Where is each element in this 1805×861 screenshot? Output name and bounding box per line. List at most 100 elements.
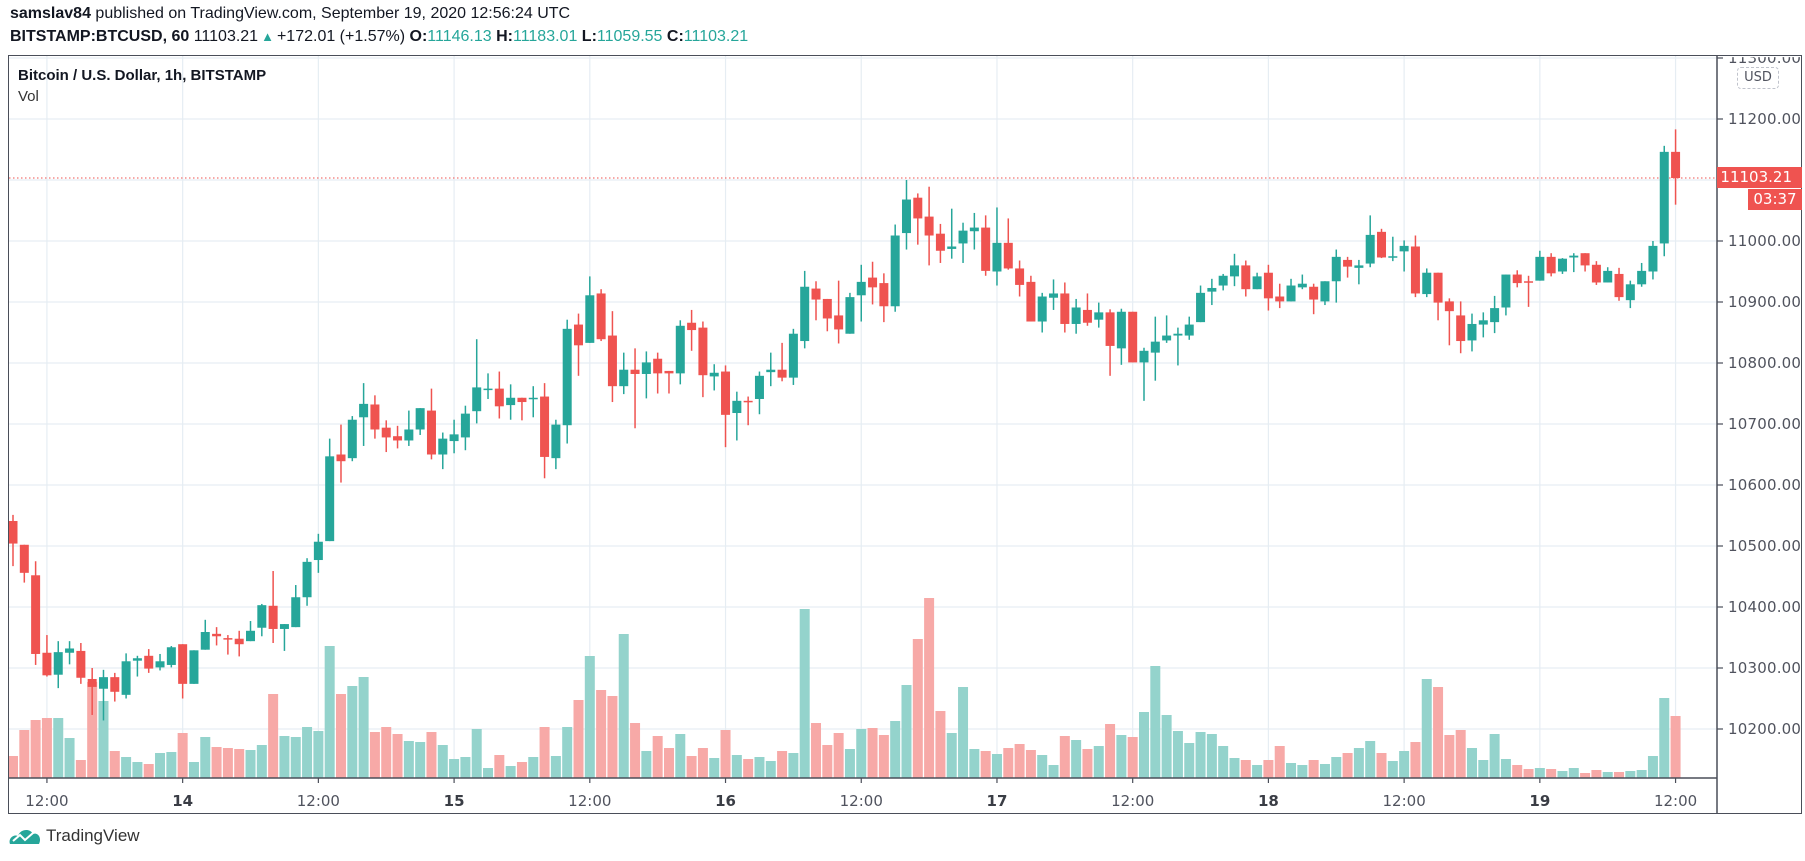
candle-up xyxy=(1625,284,1635,301)
candle-up xyxy=(1637,270,1647,285)
volume-bar-up xyxy=(788,753,799,778)
candle-up xyxy=(1648,245,1658,272)
last-price-label: 11103.21 xyxy=(1717,167,1802,188)
candle-up xyxy=(1365,234,1375,264)
volume-bar-up xyxy=(324,646,335,778)
volume-bar-down xyxy=(607,696,618,778)
volume-bar-up xyxy=(64,738,75,778)
candle-up xyxy=(1094,312,1104,320)
volume-bar-up xyxy=(584,656,595,778)
volume-bar-down xyxy=(30,720,41,778)
volume-bar-up xyxy=(1365,741,1376,778)
time-tick-label: 19 xyxy=(1529,792,1551,810)
candle-up xyxy=(359,403,369,418)
volume-bar-up xyxy=(155,753,166,778)
candle-up xyxy=(404,429,414,441)
volume-bar-up xyxy=(1353,748,1364,778)
volume-bar-down xyxy=(980,751,991,778)
volume-bar-up xyxy=(1319,764,1330,778)
currency-badge[interactable]: USD xyxy=(1737,67,1779,89)
volume-bar-up xyxy=(1048,765,1059,778)
candle-up xyxy=(166,647,176,665)
volume-bar-up xyxy=(991,754,1002,778)
candle-up xyxy=(1286,285,1296,302)
volume-bar-up xyxy=(765,761,776,778)
time-tick-label: 17 xyxy=(986,792,1008,810)
candle-up xyxy=(1535,256,1545,281)
volume-bar-down xyxy=(211,747,222,778)
candle-down xyxy=(212,633,222,637)
candle-down xyxy=(223,638,233,640)
tradingview-logo[interactable]: TradingView xyxy=(8,826,140,846)
volume-bar-down xyxy=(1523,769,1534,778)
candle-up xyxy=(800,286,810,342)
brand-name: TradingView xyxy=(46,826,140,845)
candle-down xyxy=(822,298,832,319)
candle-down xyxy=(1263,272,1273,299)
candle-up xyxy=(709,372,719,377)
volume-bar-up xyxy=(1489,734,1500,778)
volume-bar-up xyxy=(1331,757,1342,778)
volume-bar-up xyxy=(1568,768,1579,778)
candle-down xyxy=(834,315,844,330)
volume-bar-down xyxy=(1614,772,1625,778)
publish-info: samslav84 published on TradingView.com, … xyxy=(10,5,570,23)
candle-up xyxy=(1490,308,1500,323)
volume-bar-down xyxy=(630,723,641,778)
candle-down xyxy=(811,288,821,300)
volume-bar-down xyxy=(268,694,279,778)
candle-down xyxy=(1410,246,1420,294)
candle-down xyxy=(8,520,18,544)
low-value: 11059.55 xyxy=(596,28,663,45)
candle-up xyxy=(1116,311,1126,349)
candle-down xyxy=(1614,273,1624,298)
candle-up xyxy=(890,235,900,307)
volume-bar-up xyxy=(528,757,539,778)
triangle-up-icon: ▲ xyxy=(261,29,274,44)
volume-bar-down xyxy=(392,734,403,778)
volume-bar-down xyxy=(369,732,380,778)
publisher-name[interactable]: samslav84 xyxy=(10,5,91,22)
price-tick-label: 10600.00 xyxy=(1728,476,1802,494)
volume-legend[interactable]: Vol xyxy=(18,88,39,105)
candle-down xyxy=(1003,242,1013,269)
candle-down xyxy=(336,454,346,462)
candle-up xyxy=(121,661,131,695)
volume-bar-up xyxy=(709,758,720,778)
candle-up xyxy=(901,199,911,234)
candle-down xyxy=(743,400,753,403)
time-tick-label: 12:00 xyxy=(839,792,883,810)
candle-up xyxy=(947,246,957,249)
volume-bar-down xyxy=(1308,760,1319,778)
series-legend[interactable]: Bitcoin / U.S. Dollar, 1h, BITSTAMP xyxy=(18,67,267,84)
candle-up xyxy=(1139,350,1149,363)
candle-up xyxy=(1388,256,1398,258)
candle-up xyxy=(641,362,651,374)
volume-bar-up xyxy=(403,741,414,778)
candle-down xyxy=(393,436,403,441)
volume-bar-down xyxy=(573,700,584,778)
volume-bar-up xyxy=(1150,666,1161,778)
volume-bar-up xyxy=(460,757,471,778)
volume-bar-up xyxy=(313,731,324,778)
volume-bar-down xyxy=(1546,769,1557,778)
candle-down xyxy=(76,650,86,678)
candle-down xyxy=(1082,309,1092,323)
volume-bar-up xyxy=(946,733,957,778)
volume-bar-down xyxy=(1127,737,1138,778)
volume-bar-up xyxy=(98,701,109,778)
candle-up xyxy=(347,419,357,459)
volume-bar-up xyxy=(550,756,561,778)
candle-up xyxy=(585,295,595,343)
volume-bar-down xyxy=(720,730,731,778)
volume-bar-up xyxy=(1093,746,1104,778)
price-tick-label: 10200.00 xyxy=(1728,720,1802,738)
volume-bar-up xyxy=(1037,755,1048,778)
volume-bar-down xyxy=(867,728,878,778)
time-tick-label: 12:00 xyxy=(1111,792,1155,810)
candle-down xyxy=(574,324,583,346)
candle-up xyxy=(1478,320,1488,325)
candle-up xyxy=(291,597,301,628)
candle-up xyxy=(1603,270,1613,283)
